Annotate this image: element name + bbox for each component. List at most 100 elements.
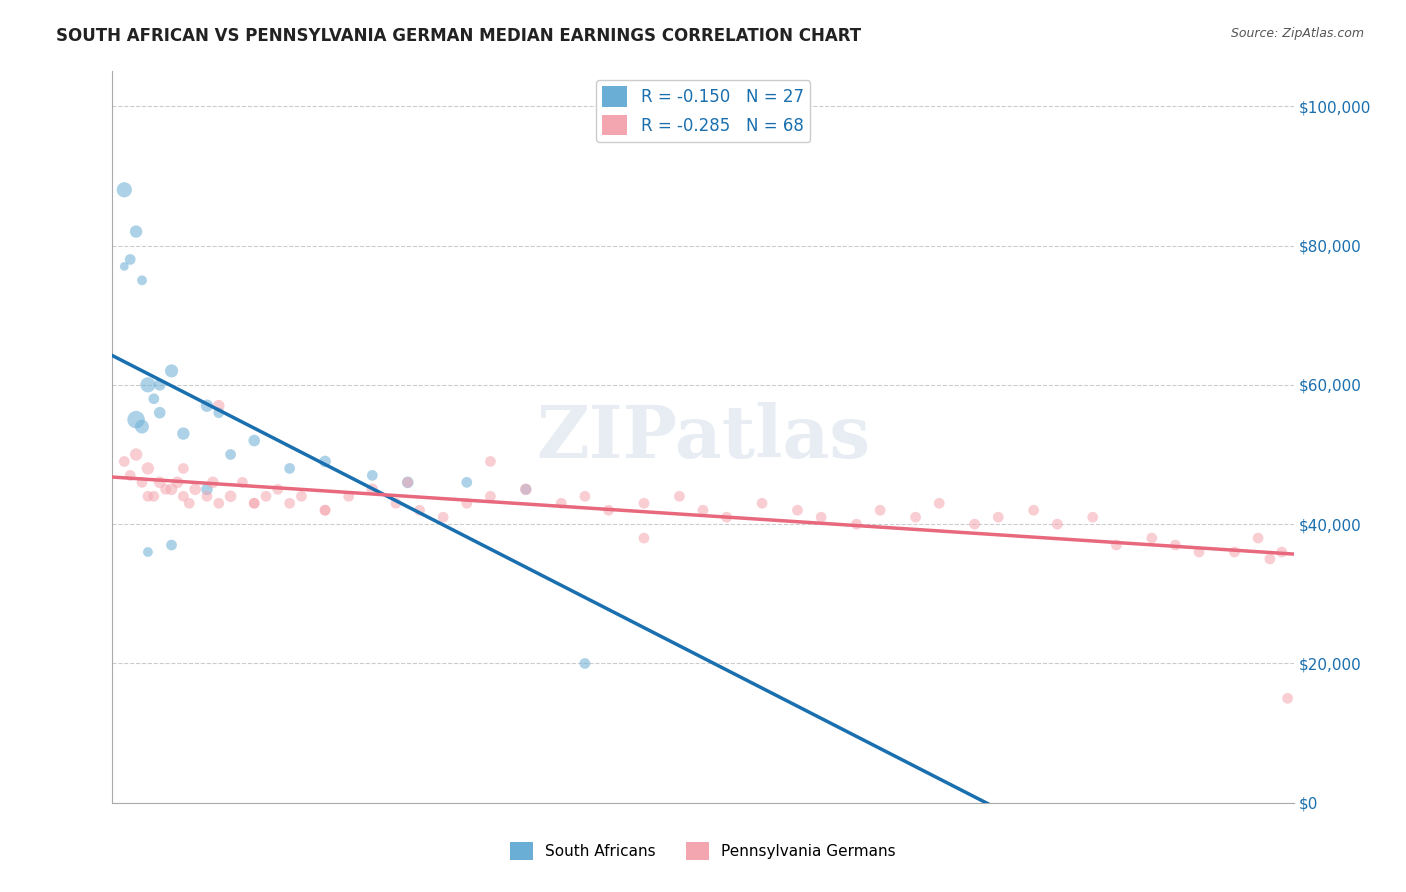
Point [231,475,253,490]
Point [195,483,218,497]
Point [786,503,808,517]
Point [112,260,135,274]
Point [432,510,454,524]
Point [136,545,159,559]
Point [716,510,738,524]
Point [1164,538,1187,552]
Point [1140,531,1163,545]
Point [120,468,142,483]
Point [396,475,419,490]
Point [142,489,165,503]
Point [166,475,188,490]
Point [290,489,312,503]
Point [668,489,690,503]
Point [408,503,430,517]
Point [904,510,927,524]
Point [219,489,242,503]
Point [314,503,336,517]
Point [142,392,165,406]
Point [1081,510,1104,524]
Point [361,468,384,483]
Point [136,377,159,392]
Point [574,489,596,503]
Point [120,252,142,267]
Point [112,454,135,468]
Point [184,483,207,497]
Point [172,489,194,503]
Point [201,475,224,490]
Point [928,496,950,510]
Point [361,483,384,497]
Point [195,489,218,503]
Point [179,496,201,510]
Text: ZIPatlas: ZIPatlas [536,401,870,473]
Point [385,496,408,510]
Point [136,461,159,475]
Point [136,489,159,503]
Point [963,517,986,532]
Point [1247,531,1270,545]
Point [155,483,177,497]
Point [131,419,153,434]
Point [125,412,148,426]
Point [751,496,773,510]
Point [456,496,478,510]
Point [633,531,655,545]
Point [479,454,502,468]
Point [574,657,596,671]
Point [267,483,290,497]
Point [243,496,266,510]
Point [160,538,183,552]
Point [1046,517,1069,532]
Point [149,377,172,392]
Point [131,273,153,287]
Point [337,489,360,503]
Point [314,454,336,468]
Point [195,399,218,413]
Point [149,406,172,420]
Point [479,489,502,503]
Point [1223,545,1246,559]
Point [692,503,714,517]
Point [550,496,572,510]
Point [208,496,231,510]
Point [1277,691,1299,706]
Point [515,483,537,497]
Point [869,503,891,517]
Point [208,399,231,413]
Point [278,461,301,475]
Text: Source: ZipAtlas.com: Source: ZipAtlas.com [1230,27,1364,40]
Point [1258,552,1281,566]
Point [1271,545,1294,559]
Point [254,489,277,503]
Point [396,475,419,490]
Point [125,225,148,239]
Point [845,517,868,532]
Point [1022,503,1045,517]
Point [810,510,832,524]
Point [219,448,242,462]
Point [112,183,135,197]
Point [172,461,194,475]
Point [456,475,478,490]
Point [208,406,231,420]
Point [149,475,172,490]
Point [987,510,1010,524]
Point [131,475,153,490]
Point [160,364,183,378]
Point [314,503,336,517]
Point [515,483,537,497]
Point [160,483,183,497]
Point [1105,538,1128,552]
Legend: R = -0.150   N = 27, R = -0.285   N = 68: R = -0.150 N = 27, R = -0.285 N = 68 [596,79,810,142]
Point [598,503,620,517]
Legend: South Africans, Pennsylvania Germans: South Africans, Pennsylvania Germans [503,836,903,866]
Point [633,496,655,510]
Point [172,426,194,441]
Point [243,434,266,448]
Text: SOUTH AFRICAN VS PENNSYLVANIA GERMAN MEDIAN EARNINGS CORRELATION CHART: SOUTH AFRICAN VS PENNSYLVANIA GERMAN MED… [56,27,862,45]
Point [243,496,266,510]
Point [125,448,148,462]
Point [1188,545,1211,559]
Point [278,496,301,510]
